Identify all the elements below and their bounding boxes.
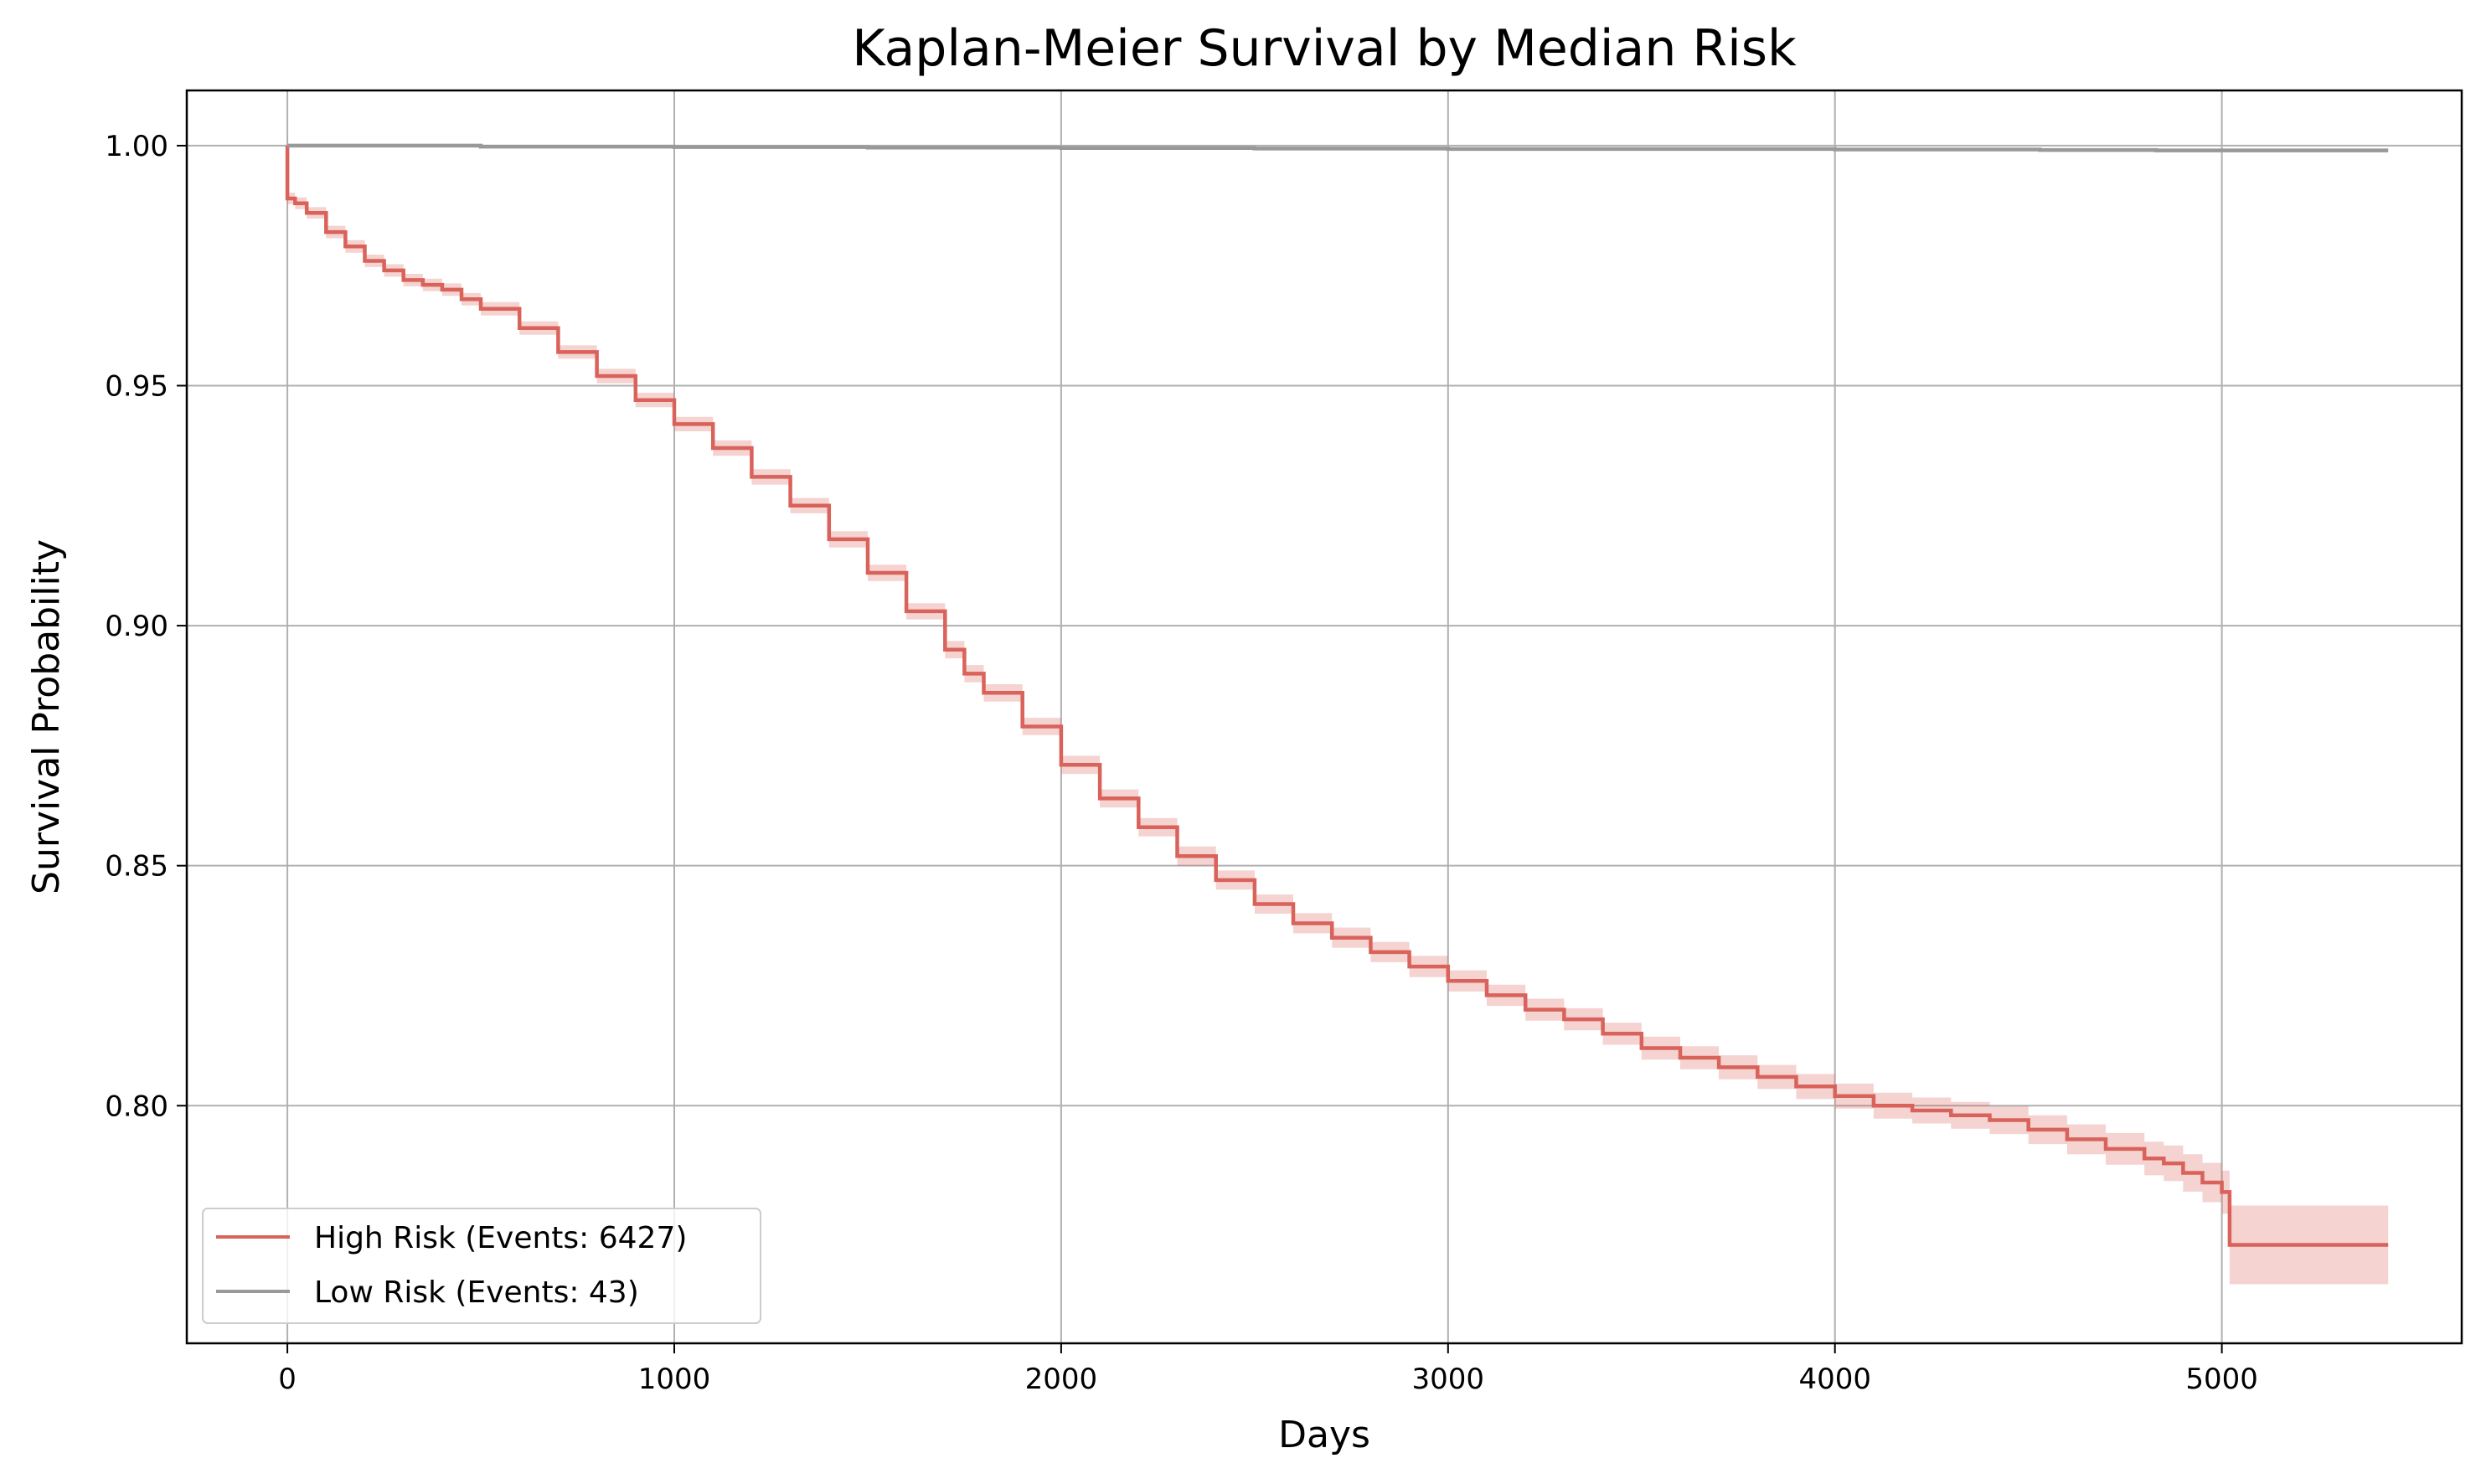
plot-frame [185, 89, 2463, 1345]
y-tick-label: 1.00 [105, 130, 168, 163]
legend-frame [202, 1208, 761, 1324]
plot-area [185, 89, 2463, 1345]
y-axis-label: Survival Probability [25, 539, 68, 894]
legend: High Risk (Events: 6427) Low Risk (Event… [202, 1208, 761, 1324]
high-risk-survival-line [285, 145, 2389, 1247]
x-axis-label: Days [1278, 1414, 1370, 1456]
chart-title: Kaplan-Meier Survival by Median Risk [852, 19, 1797, 78]
y-tick-label: 0.85 [105, 850, 168, 884]
x-tick-label: 4000 [1798, 1363, 1871, 1396]
high-risk-confidence-band [287, 145, 2389, 1285]
x-tick-label: 0 [278, 1363, 297, 1396]
x-axis-ticks: 0 1000 2000 3000 4000 5000 [278, 1343, 2258, 1396]
legend-label-high-risk: High Risk (Events: 6427) [314, 1221, 687, 1255]
x-tick-label: 1000 [638, 1363, 711, 1396]
y-tick-label: 0.95 [105, 370, 168, 404]
y-axis-ticks: 0.80 0.85 0.90 0.95 1.00 [105, 130, 187, 1123]
x-tick-label: 3000 [1412, 1363, 1485, 1396]
legend-label-low-risk: Low Risk (Events: 43) [314, 1275, 639, 1310]
grid-lines [187, 90, 2462, 1343]
x-tick-label: 5000 [2185, 1363, 2258, 1396]
y-tick-label: 0.90 [105, 610, 168, 643]
x-tick-label: 2000 [1025, 1363, 1098, 1396]
low-risk-survival-line [287, 143, 2389, 152]
y-tick-label: 0.80 [105, 1090, 168, 1123]
survival-lines [285, 143, 2389, 1247]
